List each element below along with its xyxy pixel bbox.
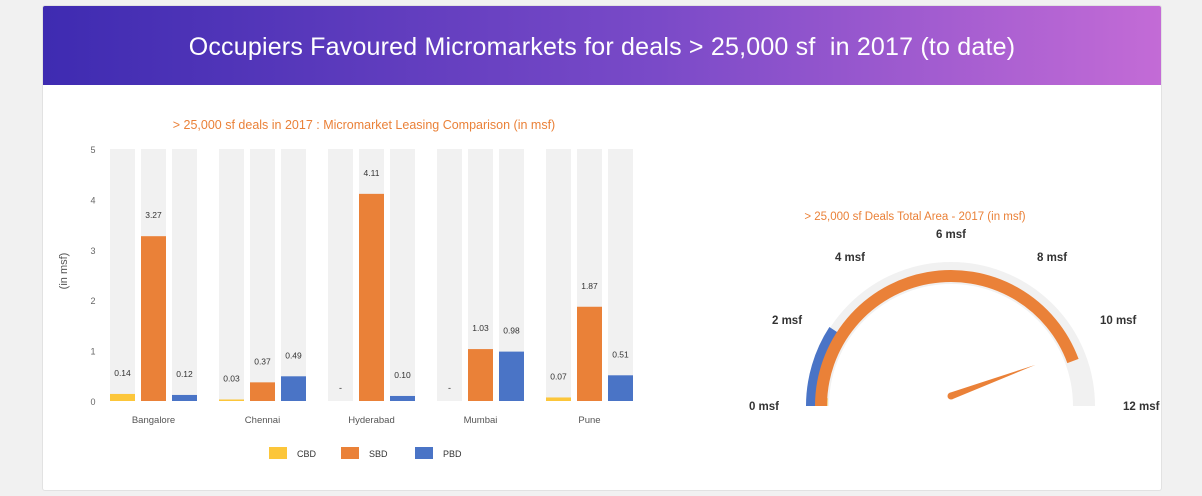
y-tick-label: 3	[90, 246, 95, 256]
gauge-tick-label: 0 msf	[749, 401, 779, 413]
chart-card: Occupiers Favoured Micromarkets for deal…	[42, 5, 1162, 491]
bar-chart: > 25,000 sf deals in 2017 : Micromarket …	[58, 118, 633, 459]
gauge-tick-label: 4 msf	[835, 252, 865, 264]
data-label: 0.98	[503, 326, 520, 336]
bar-pbd[interactable]	[281, 376, 306, 401]
gauge-needle	[947, 364, 1036, 400]
y-tick-label: 0	[90, 397, 95, 407]
data-label: 4.11	[364, 168, 380, 178]
bar-cbd[interactable]	[219, 399, 244, 401]
gauge-track	[807, 262, 1095, 407]
data-label: 0.10	[394, 370, 411, 380]
y-tick-label: 5	[90, 145, 95, 155]
bar-marks	[110, 193, 633, 401]
gauge-tick-labels: 0 msf 2 msf 4 msf 6 msf 8 msf 10 msf 12 msf	[749, 229, 1160, 413]
data-label: 3.27	[145, 210, 162, 220]
legend-item-sbd[interactable]: SBD	[341, 447, 388, 459]
legend: CBD SBD PBD	[269, 447, 462, 459]
bar-cbd[interactable]	[546, 397, 571, 401]
data-label: 0.37	[254, 356, 271, 366]
legend-swatch	[341, 447, 359, 459]
bar-sbd[interactable]	[468, 349, 493, 401]
bar-track	[172, 149, 197, 401]
y-axis-ticks: 0 1 2 3 4 5	[90, 145, 95, 407]
gauge-arc-sbd[interactable]	[815, 270, 1079, 407]
bar-pbd[interactable]	[608, 375, 633, 401]
bar-pbd[interactable]	[499, 351, 524, 401]
bar-sbd[interactable]	[577, 306, 602, 401]
x-axis-categories: Bangalore Chennai Hyderabad Mumbai Pune	[132, 415, 601, 426]
gauge-title: > 25,000 sf Deals Total Area - 2017 (in …	[804, 211, 1025, 223]
data-label: -	[339, 383, 342, 393]
gauge-track-arc	[807, 262, 1095, 407]
x-category-label: Bangalore	[132, 415, 175, 426]
data-label: 0.51	[612, 349, 629, 359]
x-category-label: Hyderabad	[348, 415, 394, 426]
gauge-needle-pointer	[949, 364, 1036, 400]
data-label: 1.03	[472, 323, 489, 333]
bar-track	[219, 149, 244, 401]
gauge-needle-hub	[947, 392, 955, 400]
legend-swatch	[415, 447, 433, 459]
gauge-tick-label: 12 msf	[1123, 401, 1160, 413]
legend-item-pbd[interactable]: PBD	[415, 447, 462, 459]
bar-track	[608, 149, 633, 401]
gauge-tick-label: 2 msf	[772, 315, 802, 327]
legend-item-cbd[interactable]: CBD	[269, 447, 317, 459]
x-category-label: Chennai	[245, 415, 280, 426]
data-label: 0.07	[550, 371, 567, 381]
gauge-tick-label: 10 msf	[1100, 315, 1137, 327]
gauge-chart: > 25,000 sf Deals Total Area - 2017 (in …	[749, 211, 1160, 413]
y-tick-label: 2	[90, 296, 95, 306]
y-tick-label: 4	[90, 195, 95, 205]
data-label: 0.12	[176, 369, 193, 379]
page-title: Occupiers Favoured Micromarkets for deal…	[188, 33, 1016, 61]
legend-swatch	[269, 447, 287, 459]
bar-track	[250, 149, 275, 401]
data-label: 0.03	[223, 373, 240, 383]
gauge-tick-label: 8 msf	[1037, 252, 1067, 264]
data-label: -	[448, 383, 451, 393]
header-banner: Occupiers Favoured Micromarkets for deal…	[43, 6, 1161, 85]
legend-label: PBD	[443, 449, 462, 459]
gauge-tick-label: 6 msf	[936, 229, 966, 241]
bar-chart-title: > 25,000 sf deals in 2017 : Micromarket …	[173, 118, 555, 132]
bar-sbd[interactable]	[250, 382, 275, 401]
bar-track	[281, 149, 306, 401]
bar-track	[328, 149, 353, 401]
bar-sbd[interactable]	[141, 236, 166, 401]
data-label: 0.49	[285, 350, 302, 360]
bar-pbd[interactable]	[172, 394, 197, 401]
bar-sbd[interactable]	[359, 193, 384, 401]
bar-cbd[interactable]	[110, 393, 135, 401]
legend-label: SBD	[369, 449, 388, 459]
data-label: 1.87	[581, 281, 598, 291]
bar-track	[110, 149, 135, 401]
bar-track	[390, 149, 415, 401]
legend-label: CBD	[297, 449, 317, 459]
bar-track	[437, 149, 462, 401]
x-category-label: Mumbai	[464, 415, 498, 426]
gauge-arc-pbd[interactable]	[806, 327, 838, 407]
bar-track	[546, 149, 571, 401]
data-label: 0.14	[114, 368, 131, 378]
gauge-arcs	[806, 270, 1079, 407]
x-category-label: Pune	[578, 415, 600, 426]
y-axis-label: (in msf)	[58, 253, 70, 290]
bar-data-labels: 0.14 3.27 0.12 0.03 0.37 0.49 - 4.11 0.10 - 1.03 0.…	[114, 168, 629, 393]
y-tick-label: 1	[90, 347, 95, 357]
bar-pbd[interactable]	[390, 395, 415, 401]
